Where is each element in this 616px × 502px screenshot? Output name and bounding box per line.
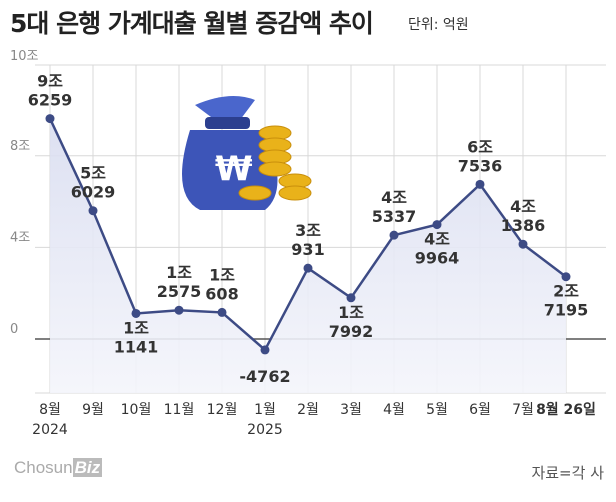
x-tick-label: 3월 <box>340 402 362 418</box>
data-point <box>131 308 141 318</box>
x-tick-label: 4월 <box>383 402 405 418</box>
x-tick-label: 8월 <box>39 402 61 418</box>
data-point <box>174 305 184 315</box>
data-label: 2조 <box>553 282 579 301</box>
data-label: 9964 <box>415 249 460 268</box>
data-label: 9조 <box>37 72 63 91</box>
data-label: 1조 <box>123 318 149 337</box>
data-label: 1386 <box>501 216 546 235</box>
y-tick-label: 8조 <box>10 139 30 154</box>
data-point <box>518 239 528 249</box>
x-tick-label: 12월 <box>207 402 238 418</box>
data-point <box>432 220 442 230</box>
data-label: 3조 <box>295 221 321 240</box>
data-label: 608 <box>205 284 238 303</box>
data-label: 7992 <box>329 322 374 341</box>
coins-icon <box>238 125 312 201</box>
data-label: 4조 <box>381 188 407 207</box>
source-note: 자료=각 사 <box>531 464 604 482</box>
publisher-logo: Chosun Biz <box>14 458 103 478</box>
data-point <box>217 307 227 317</box>
data-label: 6조 <box>467 137 493 156</box>
x-year-label: 2025 <box>247 422 283 438</box>
chart-title: 5대 은행 가계대출 월별 증감액 추이 <box>10 9 374 38</box>
y-tick-label: 0 <box>10 322 18 337</box>
data-label: 5조 <box>80 164 106 183</box>
unit-label: 단위: 억원 <box>408 17 469 33</box>
x-tick-label: 6월 <box>469 402 491 418</box>
data-point <box>389 230 399 240</box>
data-label: 1조 <box>209 265 235 284</box>
data-label: 6029 <box>71 183 116 202</box>
area-fill <box>50 118 566 393</box>
data-point <box>88 206 98 216</box>
x-tick-label: 11월 <box>164 402 195 418</box>
data-label: 4조 <box>510 197 536 216</box>
data-label: 5337 <box>372 207 417 226</box>
x-tick-label: 7월 <box>512 402 534 418</box>
data-point <box>303 263 313 273</box>
logo-text: Chosun <box>14 458 73 477</box>
y-tick-label: 10조 <box>10 49 39 64</box>
data-label: 1조 <box>166 263 192 282</box>
svg-text:₩: ₩ <box>215 149 253 189</box>
data-label: 1조 <box>338 303 364 322</box>
data-label: 6259 <box>28 91 73 110</box>
data-label: 4조 <box>424 230 450 249</box>
data-point <box>475 179 485 189</box>
data-label: -4762 <box>239 367 290 386</box>
data-label: 2575 <box>157 282 202 301</box>
x-year-label: 2024 <box>32 422 68 438</box>
x-tick-label: 8월 26일 <box>536 401 596 418</box>
x-tick-label: 1월 <box>254 402 276 418</box>
data-point <box>561 272 571 282</box>
data-point <box>45 114 55 124</box>
data-point <box>260 345 270 355</box>
x-tick-label: 10월 <box>121 402 152 418</box>
data-label: 7195 <box>544 301 589 320</box>
data-label: 7536 <box>458 156 503 175</box>
logo-badge: Biz <box>72 458 103 477</box>
y-tick-label: 4조 <box>10 230 30 245</box>
data-label: 931 <box>291 240 324 259</box>
x-tick-label: 9월 <box>82 402 104 418</box>
data-point <box>346 293 356 303</box>
x-tick-label: 5월 <box>426 402 448 418</box>
data-label: 1141 <box>114 337 159 356</box>
x-tick-label: 2월 <box>297 402 319 418</box>
